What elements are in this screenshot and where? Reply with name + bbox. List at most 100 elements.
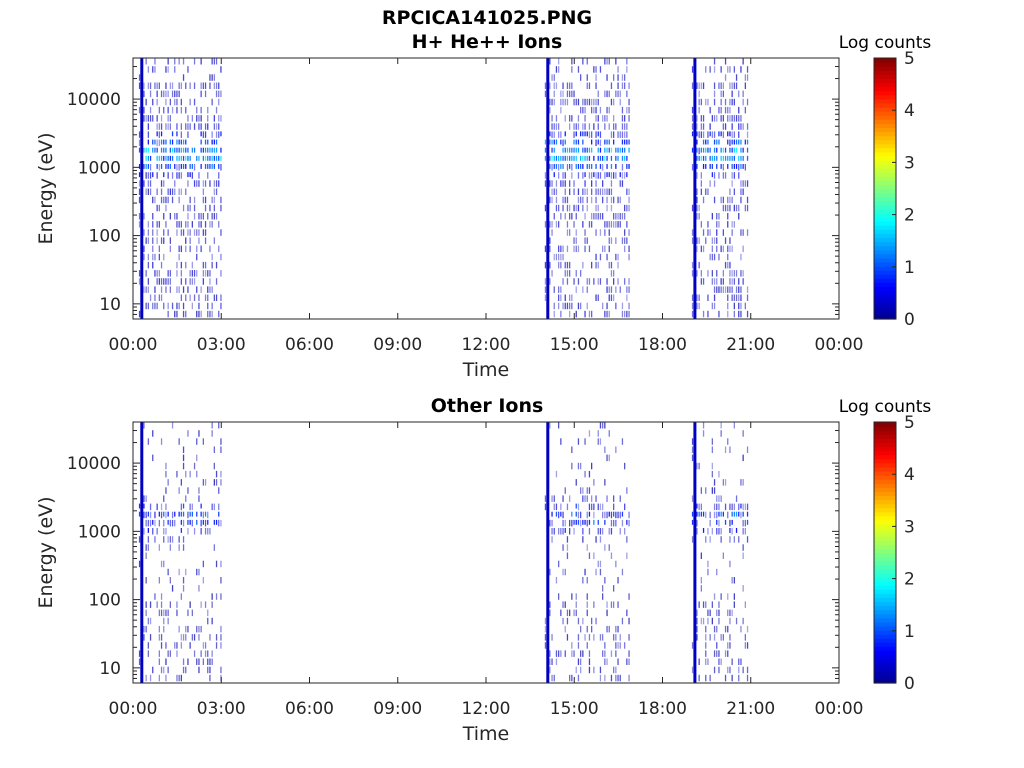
spectrogram-cell: [591, 172, 593, 179]
spectrogram-cell: [200, 213, 202, 220]
spectrogram-cell: [702, 164, 705, 169]
spectrogram-cell: [549, 650, 551, 657]
spectrogram-cell: [207, 528, 209, 535]
spectrogram-cell: [218, 180, 220, 187]
spectrogram-cell: [571, 172, 573, 179]
spectrogram-cell: [158, 123, 160, 130]
spectrogram-cell: [735, 270, 738, 277]
colorbar-segment: [874, 544, 896, 549]
spectrogram-cell: [591, 106, 593, 114]
colorbar-segment: [874, 601, 896, 607]
spectrogram-cell: [560, 164, 562, 169]
spectrogram-cell: [731, 98, 733, 106]
spectrogram-cell: [553, 495, 555, 502]
spectrogram-cell: [551, 221, 553, 228]
spectrogram-cell: [196, 519, 198, 525]
spectrogram-cell: [731, 123, 733, 130]
spectrogram-cell: [145, 302, 147, 310]
spectrogram-cell: [735, 82, 738, 89]
spectrogram-cell: [167, 66, 169, 73]
y-tick-label: 100: [89, 227, 121, 247]
spectrogram-cell: [606, 106, 608, 114]
spectrogram-cell: [156, 90, 158, 98]
spectrogram-cell: [145, 674, 147, 682]
colorbar-label: Log counts: [839, 33, 932, 53]
spectrogram-cell: [147, 188, 149, 195]
spectrogram-cell: [700, 511, 702, 517]
spectrogram-cell: [149, 634, 152, 641]
spectrogram-cell: [626, 609, 628, 617]
spectrogram-cell: [580, 155, 582, 161]
spectrogram-cell: [691, 164, 694, 171]
colorbar-segment: [874, 102, 896, 108]
spectrogram-cell: [740, 155, 742, 161]
spectrogram-cell: [569, 188, 571, 195]
spectrogram-cell: [724, 519, 727, 525]
spectrogram-cell: [211, 253, 213, 261]
spectrogram-cell: [169, 237, 171, 244]
spectrogram-cell: [215, 593, 218, 600]
spectrogram-cell: [555, 470, 558, 478]
colorbar-segment: [874, 249, 896, 255]
spectrogram-cell: [138, 310, 141, 318]
spectrogram-cell: [705, 155, 707, 161]
spectrogram-cell: [156, 528, 158, 535]
spectrogram-cell: [744, 106, 746, 114]
spectrogram-cell: [604, 310, 606, 318]
spectrogram-cell: [571, 302, 573, 310]
spectrogram-cell: [145, 172, 147, 179]
spectrogram-cell: [606, 609, 608, 617]
spectrogram-cell: [154, 270, 156, 277]
spectrogram-cell: [553, 213, 555, 220]
spectrogram-cell: [198, 568, 200, 576]
colorbar-segment: [874, 568, 896, 574]
spectrogram-cell: [158, 511, 160, 517]
spectrogram-cell: [720, 66, 722, 73]
spectrogram-cell: [577, 278, 580, 285]
spectrogram-cell: [599, 503, 602, 511]
spectrogram-cell: [597, 294, 599, 301]
spectrogram-cell: [597, 204, 599, 212]
x-tick-label: 15:00: [550, 335, 599, 355]
spectrogram-cell: [202, 213, 204, 220]
spectrogram-cell: [691, 446, 694, 453]
colorbar-segment: [874, 135, 896, 141]
spectrogram-cell: [156, 503, 158, 511]
spectrogram-cell: [218, 115, 220, 122]
spectrogram-cell: [147, 261, 149, 269]
spectrogram-cell: [740, 511, 742, 519]
spectrogram-cell: [617, 625, 619, 633]
spectrogram-cell: [599, 229, 602, 236]
spectrogram-cell: [709, 123, 711, 130]
spectrogram-cell: [573, 123, 575, 130]
spectrogram-cell: [608, 454, 610, 462]
spectrogram-cell: [558, 302, 560, 310]
spectrogram-cell: [626, 131, 628, 138]
spectrogram-cell: [196, 568, 198, 576]
spectrogram-cell: [586, 58, 588, 65]
spectrogram-cell: [180, 123, 182, 130]
spectrogram-cell: [727, 302, 729, 310]
spectrogram-cell: [569, 155, 571, 161]
spectrogram-cell: [624, 74, 626, 81]
panel-1-title: H+ He++ Ions: [411, 31, 563, 53]
spectrogram-cell: [160, 593, 163, 600]
spectrogram-cell: [586, 164, 588, 169]
spectrogram-cell: [724, 625, 727, 633]
spectrogram-cell: [624, 278, 626, 285]
spectrogram-cell: [193, 196, 196, 204]
spectrogram-cell: [196, 454, 198, 462]
spectrogram-cell: [147, 237, 149, 244]
spectrogram-cell: [152, 430, 154, 437]
spectrogram-cell: [176, 164, 178, 171]
spectrogram-cell: [564, 147, 566, 153]
spectrogram-cell: [198, 666, 200, 674]
spectrogram-cell: [200, 601, 202, 608]
spectrogram-cell: [196, 106, 198, 114]
spectrogram-cell: [727, 294, 729, 301]
spectrogram-cell: [163, 172, 165, 178]
spectrogram-cell: [553, 674, 555, 682]
spectrogram-cell: [189, 503, 191, 511]
spectrogram-cell: [213, 479, 215, 486]
